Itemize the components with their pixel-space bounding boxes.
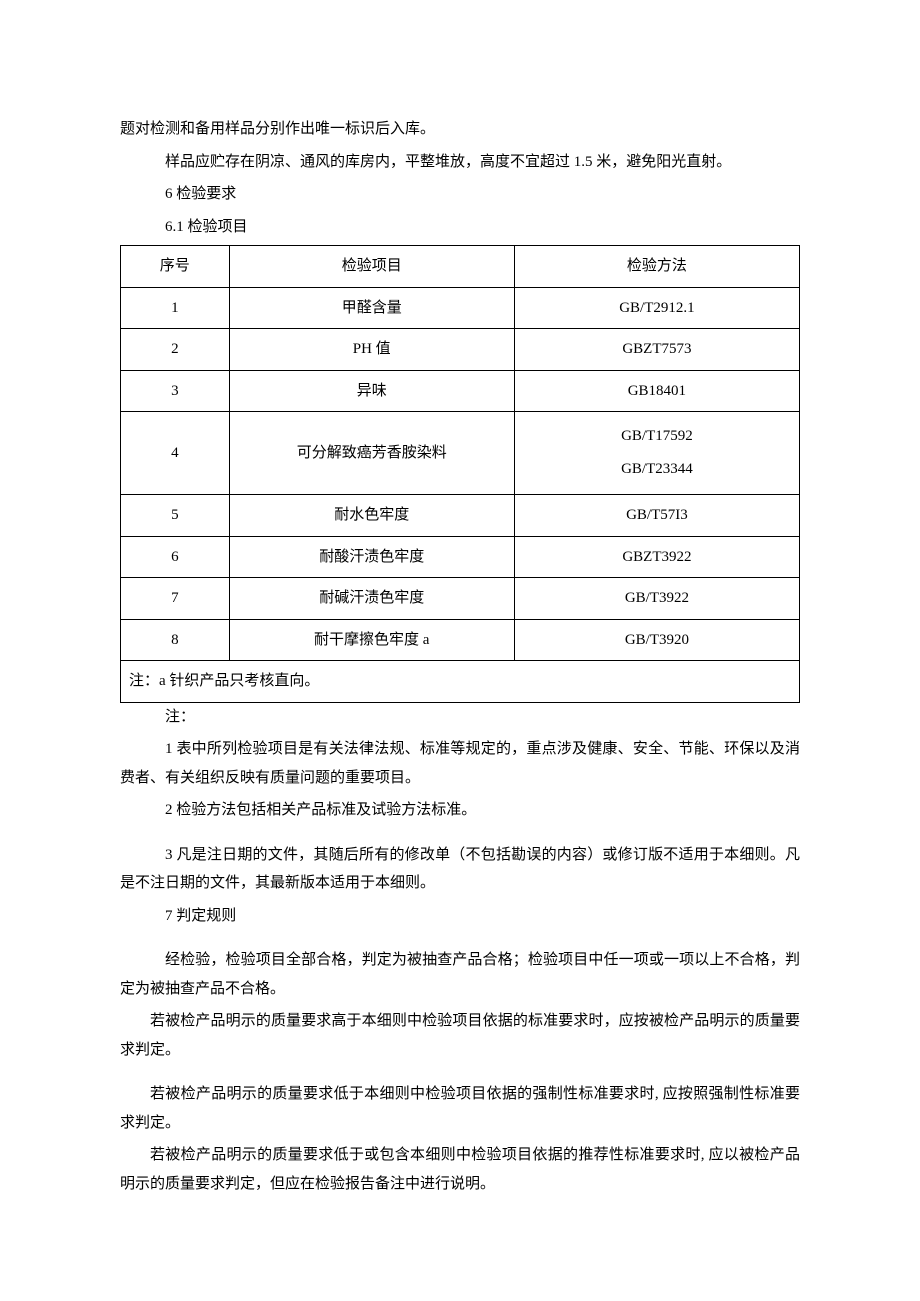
spacer <box>120 829 800 841</box>
col-header-seq: 序号 <box>121 246 230 288</box>
cell-item: 耐干摩擦色牢度 a <box>229 619 514 661</box>
spacer <box>120 1068 800 1080</box>
cell-seq: 1 <box>121 287 230 329</box>
cell-method: GBZT3922 <box>514 536 799 578</box>
table-row: 4 可分解致癌芳香胺染料 GB/T17592 GB/T23344 <box>121 412 800 495</box>
cell-seq: 6 <box>121 536 230 578</box>
cell-method: GBZT7573 <box>514 329 799 371</box>
cell-seq: 5 <box>121 495 230 537</box>
cell-item: 耐酸汗渍色牢度 <box>229 536 514 578</box>
table-footnote: 注：a 针织产品只考核直向。 <box>121 661 800 703</box>
table-row: 6 耐酸汗渍色牢度 GBZT3922 <box>121 536 800 578</box>
section-7-p4: 若被检产品明示的质量要求低于或包含本细则中检验项目依据的推荐性标准要求时, 应以… <box>120 1141 800 1198</box>
section-7-p2: 若被检产品明示的质量要求高于本细则中检验项目依据的标准要求时，应按被检产品明示的… <box>120 1007 800 1064</box>
cell-item: 可分解致癌芳香胺染料 <box>229 412 514 495</box>
col-header-item: 检验项目 <box>229 246 514 288</box>
note-3: 3 凡是注日期的文件，其随后所有的修改单（不包括勘误的内容）或修订版不适用于本细… <box>120 841 800 898</box>
section-6-1-heading: 6.1 检验项目 <box>120 213 800 242</box>
cell-method: GB/T17592 GB/T23344 <box>514 412 799 495</box>
note-2: 2 检验方法包括相关产品标准及试验方法标准。 <box>120 796 800 825</box>
table-row: 1 甲醛含量 GB/T2912.1 <box>121 287 800 329</box>
cell-seq: 7 <box>121 578 230 620</box>
cell-item: 耐碱汗渍色牢度 <box>229 578 514 620</box>
table-row: 5 耐水色牢度 GB/T57I3 <box>121 495 800 537</box>
cell-item: 耐水色牢度 <box>229 495 514 537</box>
cell-item: 异味 <box>229 370 514 412</box>
section-7-heading: 7 判定规则 <box>120 902 800 931</box>
cell-item: PH 值 <box>229 329 514 371</box>
inspection-table: 序号 检验项目 检验方法 1 甲醛含量 GB/T2912.1 2 PH 值 GB… <box>120 245 800 703</box>
table-header-row: 序号 检验项目 检验方法 <box>121 246 800 288</box>
cell-item: 甲醛含量 <box>229 287 514 329</box>
section-6-heading: 6 检验要求 <box>120 180 800 209</box>
table-row: 3 异味 GB18401 <box>121 370 800 412</box>
cell-method: GB/T3922 <box>514 578 799 620</box>
col-header-method: 检验方法 <box>514 246 799 288</box>
table-row: 8 耐干摩擦色牢度 a GB/T3920 <box>121 619 800 661</box>
section-7-p3: 若被检产品明示的质量要求低于本细则中检验项目依据的强制性标准要求时, 应按照强制… <box>120 1080 800 1137</box>
cell-method: GB18401 <box>514 370 799 412</box>
table-row: 2 PH 值 GBZT7573 <box>121 329 800 371</box>
note-1: 1 表中所列检验项目是有关法律法规、标准等规定的，重点涉及健康、安全、节能、环保… <box>120 735 800 792</box>
cell-method: GB/T3920 <box>514 619 799 661</box>
table-footnote-row: 注：a 针织产品只考核直向。 <box>121 661 800 703</box>
cell-seq: 3 <box>121 370 230 412</box>
spacer <box>120 934 800 946</box>
intro-line-1: 题对检测和备用样品分别作出唯一标识后入库。 <box>120 115 800 144</box>
cell-method-line1: GB/T17592 <box>519 420 795 453</box>
intro-line-2: 样品应贮存在阴凉、通风的库房内，平整堆放，高度不宜超过 1.5 米，避免阳光直射… <box>120 148 800 177</box>
notes-heading: 注： <box>120 703 800 732</box>
section-7-p1: 经检验，检验项目全部合格，判定为被抽查产品合格；检验项目中任一项或一项以上不合格… <box>120 946 800 1003</box>
cell-seq: 2 <box>121 329 230 371</box>
cell-seq: 8 <box>121 619 230 661</box>
cell-seq: 4 <box>121 412 230 495</box>
cell-method: GB/T57I3 <box>514 495 799 537</box>
table-row: 7 耐碱汗渍色牢度 GB/T3922 <box>121 578 800 620</box>
cell-method: GB/T2912.1 <box>514 287 799 329</box>
cell-method-line2: GB/T23344 <box>519 453 795 486</box>
